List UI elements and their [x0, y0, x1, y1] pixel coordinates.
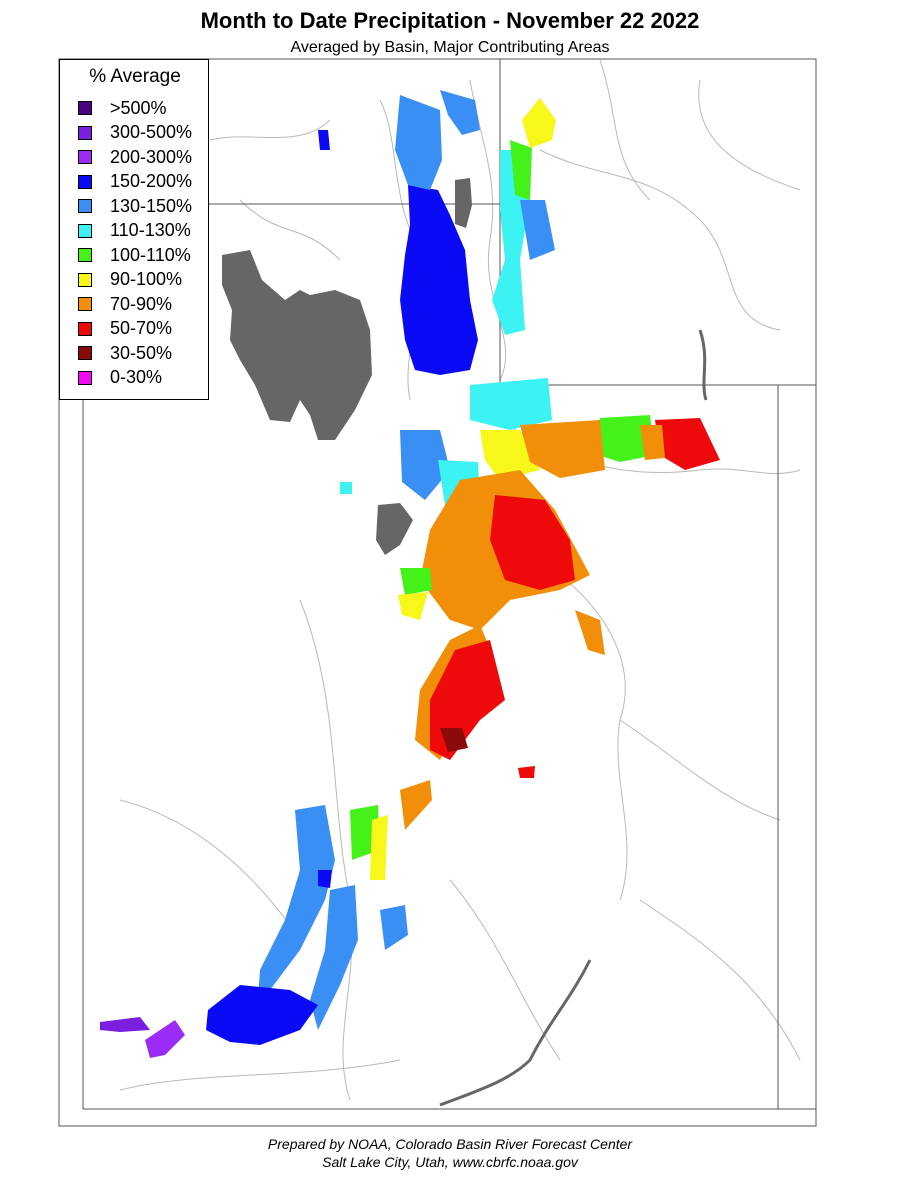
- legend-swatch: [78, 223, 92, 238]
- legend-swatch: [78, 297, 92, 311]
- basin-150-200-sw-small: [318, 870, 332, 888]
- basin-100-110-ne: [510, 140, 532, 200]
- legend-label: 130-150%: [110, 195, 193, 216]
- legend-item: 130-150%: [78, 196, 192, 216]
- basin-130-150-sw: [258, 805, 335, 1000]
- basin-130-150-sw2: [310, 885, 358, 1030]
- legend-label: 50-70%: [110, 318, 173, 338]
- legend-item: >500%: [78, 98, 167, 118]
- basin-30-50-south: [440, 728, 468, 752]
- basin-200-300-sw: [145, 1020, 185, 1058]
- legend-swatch: [78, 101, 92, 115]
- basin-50-70-uinta-e: [655, 418, 720, 470]
- legend-swatch: [78, 125, 92, 140]
- legend-label: 90-100%: [110, 269, 183, 289]
- legend-item: 300-500%: [78, 122, 193, 143]
- basin-130-150-sw3: [380, 905, 408, 950]
- legend-label: 30-50%: [110, 342, 173, 363]
- bear-lake: [455, 178, 472, 228]
- legend-item: 110-130%: [78, 220, 191, 241]
- legend-label: 300-500%: [110, 122, 193, 142]
- basin-90-100-ne: [522, 98, 556, 148]
- legend-item: 50-70%: [78, 318, 173, 339]
- legend-label: >500%: [110, 97, 167, 118]
- basin-90-100-west: [398, 592, 428, 620]
- basin-130-150-ne: [520, 200, 555, 260]
- basin-90-100-sw: [370, 815, 388, 880]
- basin-130-150-north: [395, 95, 442, 190]
- basin-50-70-small: [518, 766, 535, 778]
- basin-50-70-central: [490, 495, 575, 590]
- legend-swatch: [78, 346, 92, 360]
- legend-item: 0-30%: [78, 367, 163, 388]
- great-salt-lake: [222, 250, 372, 440]
- legend-label: 110-130%: [110, 220, 191, 240]
- basin-110-130-misc: [340, 482, 352, 494]
- legend-item: 90-100%: [78, 269, 183, 290]
- legend-item: 30-50%: [78, 343, 172, 363]
- legend-swatch: [78, 248, 92, 262]
- precip-basins: [100, 90, 720, 1058]
- basin-150-200-north: [400, 185, 478, 375]
- basin-150-200-sw: [206, 985, 318, 1045]
- legend-item: 150-200%: [78, 171, 193, 192]
- credit-line-1: Prepared by NOAA, Colorado Basin River F…: [267, 1136, 633, 1152]
- legend-label: 100-110%: [110, 244, 191, 265]
- legend-swatch: [78, 321, 92, 336]
- legend-label: 0-30%: [110, 367, 163, 387]
- utah-lake: [376, 503, 413, 555]
- legend-item: 200-300%: [78, 147, 192, 167]
- legend-swatch: [78, 174, 92, 189]
- map-title: Month to Date Precipitation - November 2…: [200, 8, 700, 33]
- basin-70-90-uinta-e: [640, 425, 665, 460]
- lakes: [222, 178, 472, 555]
- legend-item: 100-110%: [78, 245, 191, 265]
- basin-70-90-uinta: [520, 420, 605, 478]
- basin-130-150-bear: [440, 90, 480, 135]
- lake-powell: [439, 329, 708, 1107]
- basin-300-500-sw: [100, 1017, 150, 1032]
- map-subtitle: Averaged by Basin, Major Contributing Ar…: [290, 39, 610, 56]
- basin-100-110-west: [400, 568, 432, 595]
- basin-130-150-provo: [400, 430, 450, 500]
- basin-70-90-east: [575, 610, 605, 655]
- basin-150-200-misc: [318, 130, 330, 150]
- basin-110-130-uinta-w: [470, 378, 552, 430]
- legend: % Average >500% 300-500% 200-300% 150-200% 1…: [59, 59, 209, 400]
- map-frame: [58, 58, 817, 1127]
- legend-label: 70-90%: [110, 293, 173, 314]
- legend-swatch: [78, 150, 92, 164]
- legend-swatch: [78, 370, 92, 385]
- legend-item: 70-90%: [78, 294, 172, 314]
- legend-swatch: [78, 272, 92, 287]
- legend-title: % Average: [89, 66, 181, 87]
- legend-swatch: [78, 199, 92, 213]
- legend-label: 200-300%: [110, 146, 193, 167]
- basin-70-90-sw: [400, 780, 432, 830]
- credit-line-2: Salt Lake City, Utah, www.cbrfc.noaa.gov: [322, 1154, 578, 1170]
- legend-label: 150-200%: [110, 171, 193, 191]
